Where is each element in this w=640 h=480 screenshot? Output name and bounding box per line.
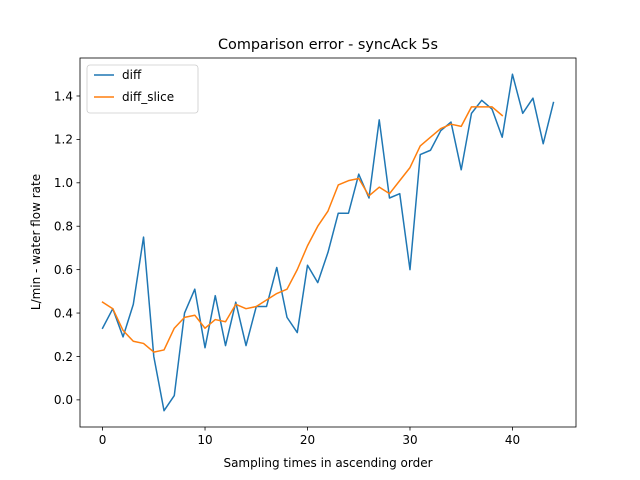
x-tick-label: 30	[402, 433, 417, 447]
y-tick-label: 0.8	[54, 220, 73, 234]
y-tick-label: 0.2	[54, 350, 73, 364]
y-tick-label: 1.4	[54, 89, 73, 103]
x-tick-label: 40	[505, 433, 520, 447]
series-lines	[101, 73, 555, 412]
legend-label-diff: diff	[122, 68, 142, 82]
x-axis-ticks: 0 10 20 30 40	[99, 427, 520, 447]
x-axis-label: Sampling times in ascending order	[223, 456, 432, 470]
series-line-diff-slice	[101, 106, 504, 353]
series-line-diff	[101, 73, 555, 412]
y-tick-label: 1.2	[54, 133, 73, 147]
chart-title: Comparison error - syncAck 5s	[218, 37, 438, 53]
legend: diff diff_slice	[86, 64, 199, 114]
x-tick-label: 20	[300, 433, 315, 447]
y-tick-label: 0.4	[54, 306, 73, 320]
y-axis-label: L/min - water flow rate	[29, 174, 43, 310]
y-tick-label: 0.6	[54, 263, 73, 277]
legend-label-diff-slice: diff_slice	[122, 90, 174, 104]
plot-area-frame	[79, 57, 577, 428]
x-tick-label: 0	[99, 433, 107, 447]
y-tick-label: 1.0	[54, 176, 73, 190]
y-axis-ticks: 0.0 0.2 0.4 0.6 0.8 1.0 1.2 1.4	[54, 89, 80, 407]
y-tick-label: 0.0	[54, 393, 73, 407]
legend-box	[86, 64, 199, 114]
x-tick-label: 10	[197, 433, 212, 447]
